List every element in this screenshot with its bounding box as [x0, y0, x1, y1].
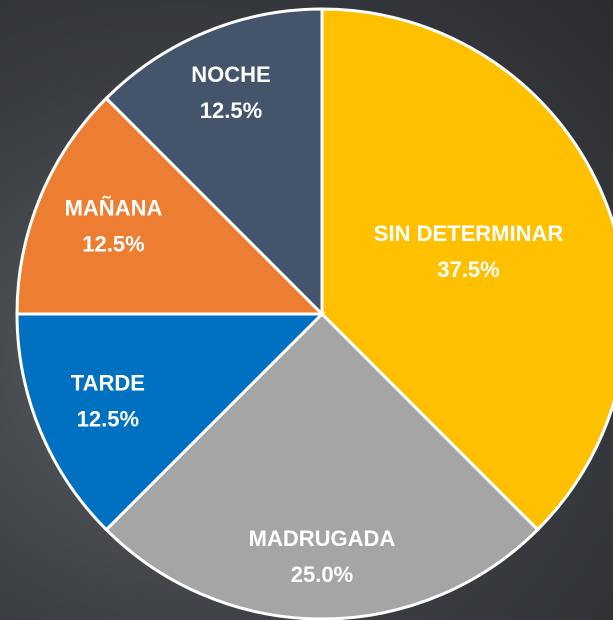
slice-category-label: TARDE	[71, 371, 145, 396]
slice-value-label: 12.5%	[200, 98, 262, 123]
slice-value-label: 12.5%	[77, 407, 139, 432]
slice-value-label: 37.5%	[437, 257, 499, 282]
slice-category-label: NOCHE	[191, 62, 270, 87]
slice-category-label: SIN DETERMINAR	[374, 221, 564, 246]
page: SIN DETERMINAR 37.5% MADRUGADA 25.0% TARDE 12…	[0, 0, 613, 620]
chart: SIN DETERMINAR 37.5% MADRUGADA 25.0% TARDE 12…	[0, 0, 613, 620]
slice-category-label: MADRUGADA	[249, 526, 396, 551]
slice-value-label: 25.0%	[291, 562, 353, 587]
slice-category-label: MAÑANA	[65, 195, 163, 220]
slice-value-label: 12.5%	[82, 231, 144, 256]
